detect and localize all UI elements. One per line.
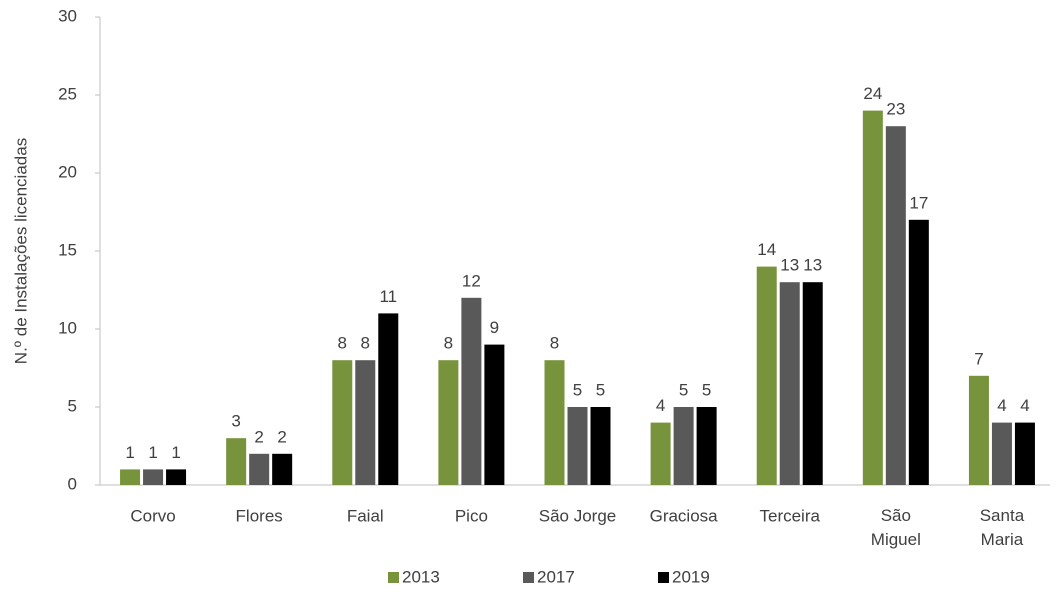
legend-label: 2013 xyxy=(402,567,440,586)
y-tick-label: 5 xyxy=(68,396,77,415)
legend-label: 2017 xyxy=(537,567,575,586)
x-tick-label: Pico xyxy=(455,506,488,525)
bar xyxy=(779,282,800,485)
value-label: 1 xyxy=(171,443,180,462)
legend-swatch xyxy=(658,572,669,583)
bar xyxy=(885,126,906,485)
value-label: 8 xyxy=(338,334,347,353)
y-tick-label: 25 xyxy=(58,84,77,103)
bar xyxy=(438,360,459,485)
bar xyxy=(461,297,482,485)
bar xyxy=(908,219,929,486)
x-tick-label: Corvo xyxy=(130,506,175,525)
legend-swatch xyxy=(523,572,534,583)
bar xyxy=(249,453,270,485)
x-tick-label: Flores xyxy=(236,506,283,525)
bar xyxy=(355,360,376,485)
value-label: 5 xyxy=(679,380,688,399)
x-tick-line: São xyxy=(881,506,911,525)
bar xyxy=(802,282,823,485)
value-label: 1 xyxy=(125,443,134,462)
value-label: 2 xyxy=(277,427,286,446)
bar xyxy=(1014,422,1035,485)
legend-swatch xyxy=(388,572,399,583)
value-label: 3 xyxy=(231,412,240,431)
y-tick-label: 10 xyxy=(58,318,77,337)
x-tick-label: São Miguel xyxy=(871,506,921,549)
value-label: 4 xyxy=(997,396,1006,415)
bar xyxy=(143,469,164,485)
bar xyxy=(272,453,293,485)
value-label: 13 xyxy=(803,256,822,275)
x-tick-label: Graciosa xyxy=(650,506,719,525)
bar xyxy=(166,469,187,485)
value-label: 11 xyxy=(379,287,397,306)
x-tick-label: Terceira xyxy=(759,506,820,525)
bar xyxy=(696,407,717,485)
value-label: 4 xyxy=(1020,396,1029,415)
x-tick-label: Faial xyxy=(347,506,384,525)
value-label: 12 xyxy=(462,271,481,290)
value-label: 5 xyxy=(702,380,711,399)
value-label: 23 xyxy=(886,100,905,119)
value-label: 9 xyxy=(490,318,499,337)
bar xyxy=(484,344,505,485)
y-axis-label: N.º de Instalações licenciadas xyxy=(11,138,30,364)
value-label: 24 xyxy=(863,84,882,103)
bar xyxy=(650,422,671,485)
value-label: 2 xyxy=(254,427,263,446)
x-tick-label: São Jorge xyxy=(539,506,617,525)
bar xyxy=(862,110,883,485)
y-tick-label: 20 xyxy=(58,162,77,181)
value-label: 8 xyxy=(444,334,453,353)
bar xyxy=(378,313,399,485)
bar xyxy=(332,360,353,485)
value-label: 13 xyxy=(780,256,799,275)
value-label: 17 xyxy=(909,193,928,212)
value-label: 14 xyxy=(757,240,776,259)
bar xyxy=(544,360,565,485)
x-tick-label: Santa Maria xyxy=(980,506,1025,549)
bar xyxy=(120,469,141,485)
value-label: 1 xyxy=(148,443,157,462)
bar xyxy=(968,375,989,485)
y-tick-label: 15 xyxy=(58,240,77,259)
x-tick-line: Maria xyxy=(981,530,1024,549)
y-tick-label: 0 xyxy=(68,474,77,493)
x-tick-line: Santa xyxy=(980,506,1025,525)
value-label: 8 xyxy=(361,334,370,353)
legend-label: 2019 xyxy=(672,567,710,586)
bar xyxy=(991,422,1012,485)
value-label: 5 xyxy=(596,380,605,399)
x-tick-line: Miguel xyxy=(871,530,921,549)
value-label: 5 xyxy=(573,380,582,399)
bar xyxy=(567,407,588,485)
bar xyxy=(590,407,611,485)
value-label: 8 xyxy=(550,334,559,353)
value-label: 7 xyxy=(974,349,983,368)
bar xyxy=(756,266,777,485)
bar xyxy=(226,438,247,485)
value-label: 4 xyxy=(656,396,665,415)
y-tick-label: 30 xyxy=(58,6,77,25)
bar xyxy=(673,407,694,485)
